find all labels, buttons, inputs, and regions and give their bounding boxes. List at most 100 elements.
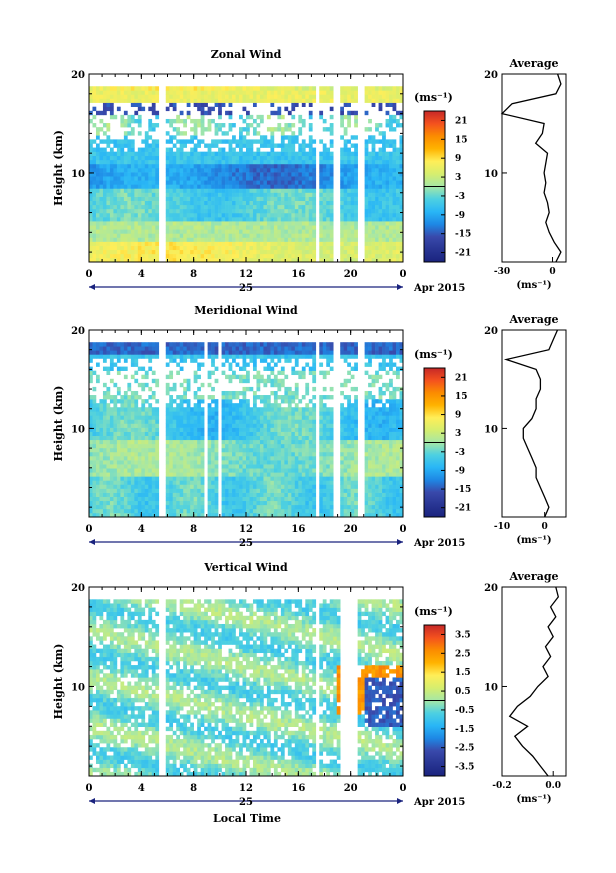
heatmap-cell (273, 163, 278, 169)
heatmap-cell (326, 184, 331, 189)
heatmap-cell (266, 208, 271, 214)
heatmap-cell (116, 468, 121, 473)
heatmap-cell (207, 229, 212, 234)
heatmap-cell (179, 184, 184, 189)
heatmap-cell (211, 407, 215, 412)
heatmap-cell (134, 407, 139, 412)
heatmap-cell (144, 435, 149, 441)
heatmap-cell (141, 374, 146, 380)
heatmap-cell (354, 204, 358, 210)
heatmap-cell (155, 188, 160, 193)
heatmap-cell (280, 245, 285, 251)
heatmap-cell (270, 411, 275, 416)
heatmap-cell (172, 407, 177, 412)
heatmap-cell (179, 163, 184, 169)
heatmap-cell (137, 415, 142, 420)
heatmap-cell (169, 233, 174, 238)
heatmap-cell (375, 208, 379, 214)
heatmap-cell (235, 431, 240, 436)
heatmap-cell (364, 192, 369, 197)
heatmap-cell (95, 110, 100, 116)
heatmap-cell (127, 435, 132, 441)
heatmap-cell (148, 225, 153, 230)
heatmap-cell (95, 184, 100, 189)
heatmap-cell (120, 168, 125, 173)
heatmap-cell (204, 168, 208, 173)
heatmap-cell (186, 407, 191, 412)
heatmap-cell (225, 257, 229, 263)
heatmap-cell (165, 172, 170, 177)
heatmap-cell (127, 123, 132, 128)
heatmap-cell (141, 217, 146, 222)
heatmap-cell (169, 184, 174, 189)
heatmap-cell (287, 135, 292, 140)
heatmap-cell (186, 346, 191, 351)
heatmap-cell (109, 362, 114, 367)
heatmap-cell (228, 196, 233, 201)
heatmap-cell (266, 176, 271, 181)
heatmap-cell (225, 139, 229, 144)
heatmap-cell (256, 131, 261, 136)
heatmap-cell (176, 172, 181, 177)
heatmap-cell (252, 155, 257, 161)
heatmap-cell (343, 139, 348, 144)
heatmap-cell (197, 98, 201, 103)
heatmap-cell (120, 427, 125, 432)
heatmap-cell (137, 411, 142, 416)
heatmap-cell (172, 233, 177, 238)
heatmap-cell (343, 188, 348, 193)
heatmap-cell (169, 180, 174, 185)
heatmap-cell (259, 512, 264, 518)
heatmap-cell (214, 94, 219, 99)
heatmap-cell (113, 403, 118, 408)
heatmap-cell (298, 131, 303, 136)
heatmap-cell (186, 386, 191, 392)
heatmap-cell (228, 342, 233, 347)
heatmap-cell (270, 131, 275, 136)
heatmap-cell (284, 229, 289, 234)
heatmap-cell (322, 249, 327, 255)
heatmap-cell (207, 411, 212, 416)
heatmap-cell (214, 163, 219, 169)
heatmap-cell (221, 204, 226, 210)
heatmap-cell (197, 212, 201, 218)
heatmap-cell (165, 163, 170, 169)
heatmap-cell (89, 212, 93, 218)
heatmap-cell (95, 480, 100, 485)
heatmap-cell (249, 456, 254, 461)
heatmap-cell (256, 443, 261, 449)
heatmap-cell (190, 221, 194, 226)
heatmap-cell (89, 208, 93, 214)
heatmap-cell (172, 90, 177, 95)
heatmap-cell (193, 241, 198, 246)
heatmap-cell (113, 484, 118, 489)
heatmap-cell (239, 415, 243, 420)
heatmap-cell (392, 143, 397, 148)
heatmap-cell (396, 172, 400, 177)
heatmap-cell (235, 374, 240, 380)
heatmap-cell (256, 354, 261, 359)
heatmap-cell (109, 249, 114, 255)
heatmap-cell (259, 460, 264, 465)
heatmap-cell (389, 94, 393, 99)
heatmap-cell (277, 200, 282, 206)
heatmap-cell (235, 98, 240, 103)
heatmap-cell (197, 180, 201, 185)
heatmap-cell (207, 447, 212, 453)
heatmap-cell (242, 229, 247, 234)
heatmap-cell (155, 98, 160, 103)
heatmap-cell (396, 163, 400, 169)
heatmap-cell (106, 139, 111, 144)
heatmap-cell (259, 378, 264, 384)
heatmap-cell (305, 217, 310, 222)
heatmap-cell (155, 411, 160, 416)
heatmap-cell (127, 90, 132, 95)
heatmap-cell (221, 200, 226, 206)
heatmap-cell (148, 180, 153, 185)
heatmap-cell (235, 504, 240, 510)
heatmap-cell (141, 427, 146, 432)
heatmap-cell (375, 188, 379, 193)
heatmap-cell (172, 217, 177, 222)
heatmap-cell (392, 86, 397, 91)
heatmap-cell (242, 508, 247, 514)
